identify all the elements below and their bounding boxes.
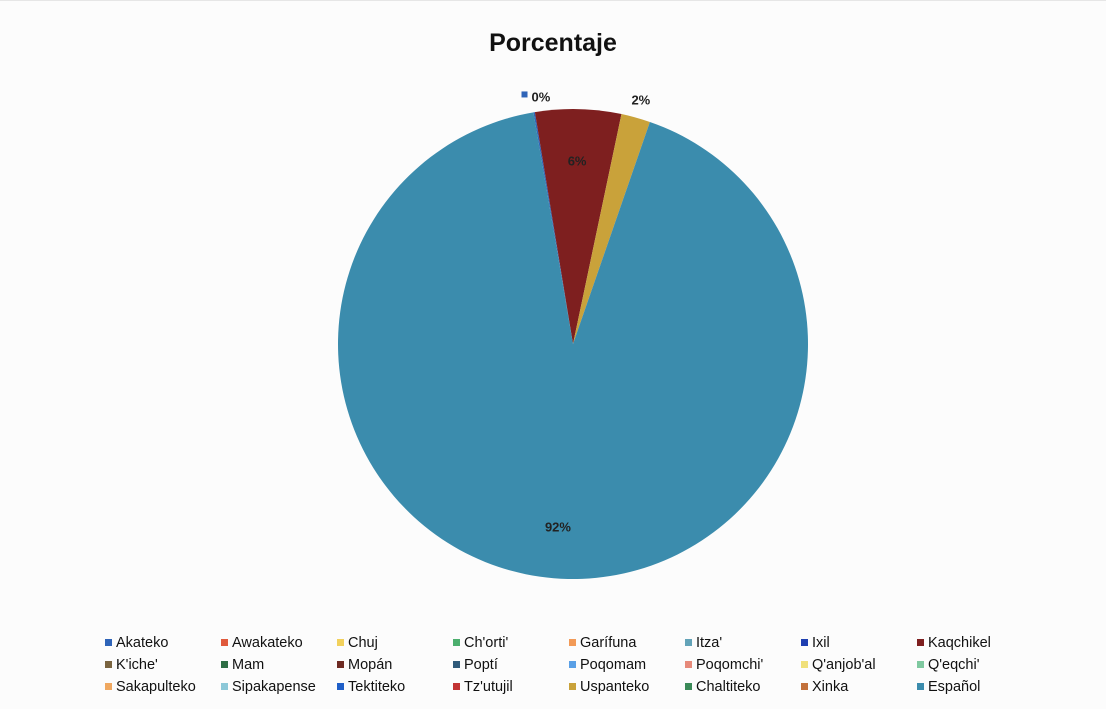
legend-item-kaqchikel: Kaqchikel <box>917 633 1033 652</box>
legend-swatch-poqomam <box>569 661 576 668</box>
legend-item-chuj: Chuj <box>337 633 453 652</box>
legend-label-sipakapense: Sipakapense <box>232 678 316 695</box>
legend-swatch-xinka <box>801 683 808 690</box>
legend-label-chaltiteko: Chaltiteko <box>696 678 761 695</box>
chart-title: Porcentaje <box>489 29 617 57</box>
legend-label-tz-utujil: Tz'utujil <box>464 678 513 695</box>
legend: Akateko Awakateko Chuj Ch'orti' Garífuna Itza… <box>105 633 1065 696</box>
legend-swatch-tz-utujil <box>453 683 460 690</box>
legend-label-q-anjob-al: Q'anjob'al <box>812 656 876 673</box>
legend-item-poqomam: Poqomam <box>569 655 685 674</box>
legend-label-chuj: Chuj <box>348 634 378 651</box>
legend-item-tektiteko: Tektiteko <box>337 677 453 696</box>
legend-item-xinka: Xinka <box>801 677 917 696</box>
data-label-kaqchikel: 6% <box>568 154 587 169</box>
legend-label-itza: Itza' <box>696 634 723 651</box>
legend-item-q-eqchi: Q'eqchi' <box>917 655 1033 674</box>
legend-label-poqomam: Poqomam <box>580 656 647 673</box>
legend-item-chaltiteko: Chaltiteko <box>685 677 801 696</box>
data-label-espa-ol: 92% <box>545 520 571 535</box>
data-label-swatch-akateko <box>521 91 528 98</box>
legend-swatch-chaltiteko <box>685 683 692 690</box>
legend-item-ch-orti: Ch'orti' <box>453 633 569 652</box>
legend-swatch-mam <box>221 661 228 668</box>
pie-chart: 0% 6% 2% 92% <box>338 89 808 580</box>
legend-swatch-akateko <box>105 639 112 646</box>
legend-item-sipakapense: Sipakapense <box>221 677 337 696</box>
pie-slice-kaqchikel <box>534 109 622 344</box>
legend-item-sakapulteko: Sakapulteko <box>105 677 221 696</box>
legend-item-espa-ol: Español <box>917 677 1033 696</box>
pie-slice-akateko <box>533 112 573 344</box>
legend-swatch-uspanteko <box>569 683 576 690</box>
legend-swatch-ixil <box>801 639 808 646</box>
legend-label-popt: Poptí <box>464 656 498 673</box>
data-label-akateko: 0% <box>532 89 551 104</box>
legend-swatch-awakateko <box>221 639 228 646</box>
legend-label-mop-n: Mopán <box>348 656 393 673</box>
legend-label-kaqchikel: Kaqchikel <box>928 634 991 651</box>
legend-swatch-q-eqchi <box>917 661 924 668</box>
legend-label-tektiteko: Tektiteko <box>348 678 406 695</box>
legend-label-q-eqchi: Q'eqchi' <box>928 656 980 673</box>
legend-label-gar-funa: Garífuna <box>580 634 637 651</box>
legend-swatch-gar-funa <box>569 639 576 646</box>
legend-item-k-iche: K'iche' <box>105 655 221 674</box>
legend-swatch-tektiteko <box>337 683 344 690</box>
legend-label-ixil: Ixil <box>812 634 830 651</box>
legend-label-poqomchi: Poqomchi' <box>696 656 764 673</box>
legend-label-sakapulteko: Sakapulteko <box>116 678 196 695</box>
legend-label-uspanteko: Uspanteko <box>580 678 650 695</box>
legend-swatch-poqomchi <box>685 661 692 668</box>
data-label-uspanteko: 2% <box>631 92 650 107</box>
legend-label-akateko: Akateko <box>116 634 169 651</box>
legend-item-tz-utujil: Tz'utujil <box>453 677 569 696</box>
legend-item-ixil: Ixil <box>801 633 917 652</box>
legend-swatch-popt <box>453 661 460 668</box>
pie-slice-uspanteko <box>573 114 650 345</box>
legend-swatch-q-anjob-al <box>801 661 808 668</box>
legend-swatch-sipakapense <box>221 683 228 690</box>
legend-swatch-chuj <box>337 639 344 646</box>
legend-swatch-espa-ol <box>917 683 924 690</box>
legend-item-q-anjob-al: Q'anjob'al <box>801 655 917 674</box>
legend-item-popt: Poptí <box>453 655 569 674</box>
legend-item-poqomchi: Poqomchi' <box>685 655 801 674</box>
legend-item-uspanteko: Uspanteko <box>569 677 685 696</box>
legend-label-ch-orti: Ch'orti' <box>464 634 509 651</box>
legend-swatch-k-iche <box>105 661 112 668</box>
pie-slice-espa-ol <box>338 112 808 580</box>
legend-item-mop-n: Mopán <box>337 655 453 674</box>
legend-label-mam: Mam <box>232 656 265 673</box>
legend-item-akateko: Akateko <box>105 633 221 652</box>
legend-swatch-kaqchikel <box>917 639 924 646</box>
legend-swatch-ch-orti <box>453 639 460 646</box>
legend-swatch-itza <box>685 639 692 646</box>
legend-label-xinka: Xinka <box>812 678 849 695</box>
legend-label-k-iche: K'iche' <box>116 656 158 673</box>
legend-item-itza: Itza' <box>685 633 801 652</box>
legend-item-gar-funa: Garífuna <box>569 633 685 652</box>
legend-item-awakateko: Awakateko <box>221 633 337 652</box>
legend-swatch-sakapulteko <box>105 683 112 690</box>
legend-label-awakateko: Awakateko <box>232 634 303 651</box>
legend-label-espa-ol: Español <box>928 678 981 695</box>
legend-item-mam: Mam <box>221 655 337 674</box>
legend-swatch-mop-n <box>337 661 344 668</box>
